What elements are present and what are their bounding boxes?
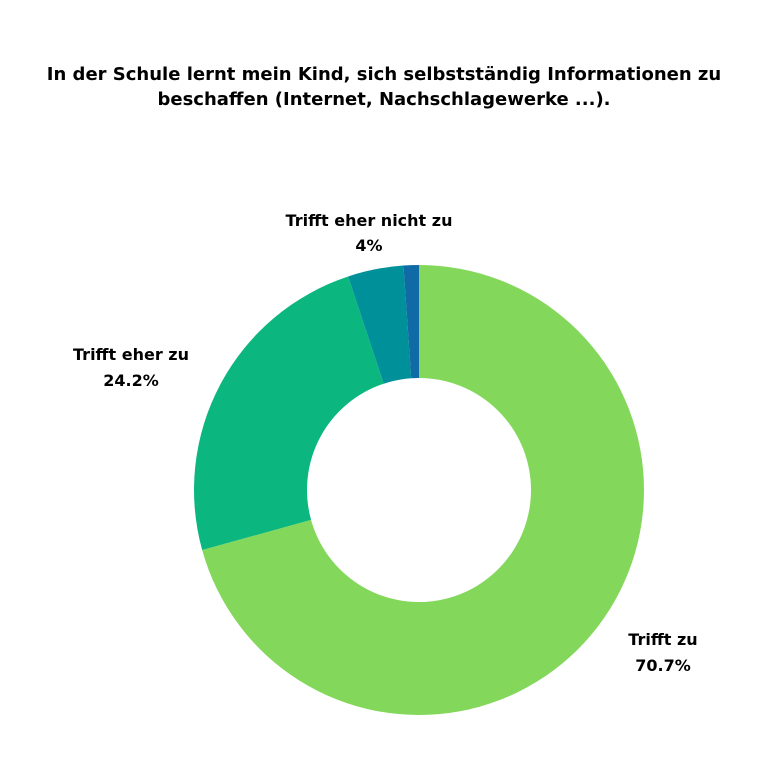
chart-title-line-1: In der Schule lernt mein Kind, sich selb… xyxy=(46,64,722,85)
chart-title: In der Schule lernt mein Kind, sich selb… xyxy=(40,62,728,112)
slice-value-trifft-eher-zu: 24.2% xyxy=(103,371,159,390)
chart-title-line-2: beschaffen (Internet, Nachschlagewerke .… xyxy=(157,89,611,110)
donut-slice-trifft-eher-zu xyxy=(193,276,384,551)
slice-label-trifft-eher-nicht-zu: Trifft eher nicht zu xyxy=(286,211,453,230)
donut-slices xyxy=(193,265,644,715)
slice-label-trifft-eher-zu: Trifft eher zu xyxy=(73,345,189,364)
slice-label-trifft-zu: Trifft zu xyxy=(628,630,697,649)
slice-value-trifft-eher-nicht-zu: 4% xyxy=(355,236,382,255)
donut-slice-trifft-zu xyxy=(202,265,644,715)
donut-slice-trifft-eher-nicht-zu xyxy=(348,265,412,384)
slice-value-trifft-zu: 70.7% xyxy=(635,656,691,675)
donut-slice-other-3 xyxy=(403,265,419,379)
